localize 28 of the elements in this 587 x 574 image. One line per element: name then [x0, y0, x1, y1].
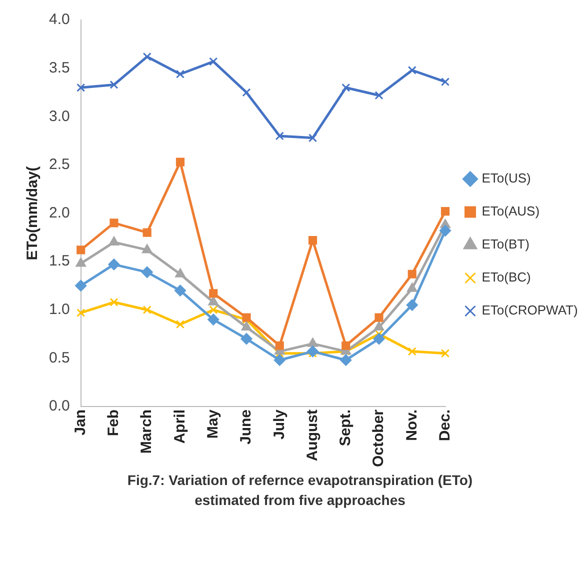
y-tick-label: 3.0 — [48, 108, 70, 125]
legend-label: ETo(US) — [482, 170, 531, 186]
x-tick-label: March — [138, 409, 156, 454]
x-tick-label: May — [204, 408, 222, 439]
x-tick-label: Sept. — [337, 409, 354, 446]
y-tick-label: 4.0 — [48, 11, 70, 28]
y-tick-label: 2.0 — [48, 204, 70, 222]
y-tick-label: 0.0 — [48, 398, 70, 415]
x-tick-label: July — [270, 408, 288, 440]
y-tick-label: 0.5 — [48, 349, 70, 366]
legend-label: ETo(AUS) — [482, 204, 540, 219]
legend-label: ETo(BT) — [482, 236, 530, 252]
y-tick-label: 2.5 — [48, 156, 70, 174]
caption: Fig.7: Variation of refernce evapotranspiration (ETo) estimated from five approaches — [126, 471, 474, 510]
x-tick-label: Dec. — [436, 409, 454, 442]
y-tick-label: 3.5 — [48, 59, 70, 76]
x-tick-label: Nov. — [403, 409, 420, 441]
y-tick-label: 1.5 — [48, 252, 70, 270]
x-tick-label: June — [238, 409, 255, 445]
x-tick-label: April — [171, 409, 188, 444]
x-tick-label: August — [304, 409, 321, 462]
y-axis-title: ETo(mm/day( — [24, 166, 42, 260]
x-tick-label: Jan — [72, 409, 89, 436]
x-tick-label: October — [370, 409, 388, 468]
x-tick-label: Feb — [105, 409, 122, 436]
legend-label: ETo(BC) — [482, 270, 531, 285]
legend-label: ETo(CROPWAT) — [482, 302, 578, 318]
y-tick-label: 1.0 — [48, 301, 70, 318]
